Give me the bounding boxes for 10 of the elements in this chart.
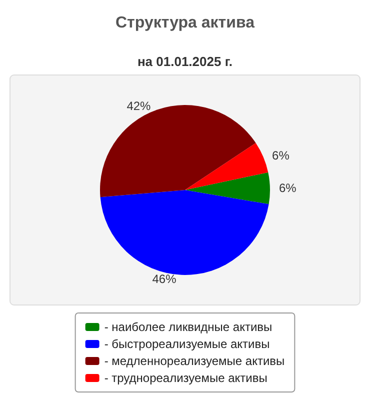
data-label: 42% (126, 98, 152, 113)
data-label: 6% (278, 181, 297, 196)
legend-label: - труднореализуемые активы (104, 371, 268, 385)
data-label: 6% (272, 148, 290, 163)
data-label: 46% (152, 272, 177, 286)
legend-label: - быстрореализуемые активы (104, 337, 270, 351)
chart-title: Структура актива (116, 14, 255, 32)
chart-subtitle: на 01.01.2025 г. (137, 54, 233, 69)
legend-label: - медленнореализуемые активы (104, 354, 285, 368)
legend-label: - наиболее ликвидные активы (104, 320, 272, 334)
